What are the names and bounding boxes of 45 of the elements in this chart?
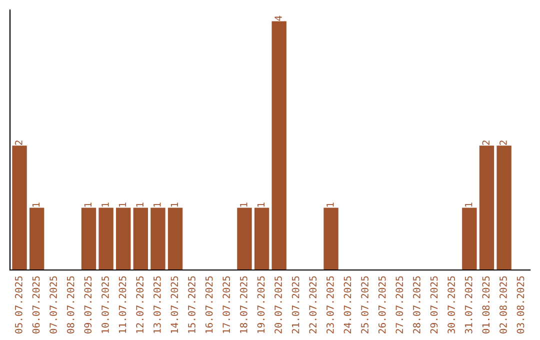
x-tick-label: 07.07.2025 <box>50 276 57 334</box>
x-tick-label: 02.08.2025 <box>500 276 507 334</box>
x-tick-label: 08.07.2025 <box>66 276 74 334</box>
x-tick-label: 14.07.2025 <box>170 276 178 333</box>
x-tick-label: 22.07.2025 <box>309 276 317 334</box>
x-tick-label: 15.07.2025 <box>188 276 196 333</box>
data-label: 4 <box>274 16 282 21</box>
x-tick-label: 17.07.2025 <box>222 276 230 333</box>
x-tick-label: 30.07.2025 <box>448 276 455 334</box>
x-tick-label: 09.07.2025 <box>84 276 92 334</box>
data-label: 2 <box>15 140 22 145</box>
x-tick-label: 21.07.2025 <box>292 276 300 334</box>
x-tick-label: 16.07.2025 <box>205 276 213 333</box>
data-label: 1 <box>465 202 472 207</box>
data-label: 1 <box>32 202 40 207</box>
x-tick-label: 11.07.2025 <box>118 276 126 333</box>
x-tick-label: 18.07.2025 <box>240 276 248 333</box>
data-label: 1 <box>84 202 92 207</box>
data-label: 1 <box>170 202 178 207</box>
x-tick-label: 29.07.2025 <box>430 276 438 334</box>
x-tick-label: 01.08.2025 <box>482 276 490 334</box>
data-label: 2 <box>500 140 507 145</box>
data-label: 1 <box>257 202 264 207</box>
x-tick-label: 13.07.2025 <box>153 276 161 333</box>
data-label: 1 <box>240 202 248 207</box>
x-tick-label: 20.07.2025 <box>274 276 282 334</box>
x-tick-label: 24.07.2025 <box>344 276 352 334</box>
x-tick-label: 25.07.2025 <box>361 276 368 334</box>
x-tick-label: 26.07.2025 <box>378 276 386 334</box>
data-label: 1 <box>326 202 334 207</box>
x-tick-label: 05.07.2025 <box>15 276 22 334</box>
x-tick-label: 06.07.2025 <box>32 276 40 334</box>
x-tick-label: 10.07.2025 <box>102 276 109 333</box>
data-label: 1 <box>154 202 161 207</box>
data-label: 1 <box>136 202 144 207</box>
data-label: 1 <box>118 202 126 207</box>
x-tick-label: 03.08.2025 <box>516 276 524 334</box>
x-tick-label: 19.07.2025 <box>257 276 265 333</box>
x-tick-label: 28.07.2025 <box>413 276 420 334</box>
x-tick-label: 27.07.2025 <box>396 276 404 334</box>
x-tick-label: 23.07.2025 <box>326 276 334 334</box>
x-tick-label: 31.07.2025 <box>464 276 472 334</box>
x-tick-label: 12.07.2025 <box>136 276 144 333</box>
data-label: 1 <box>102 202 109 207</box>
data-label: 2 <box>482 140 490 145</box>
